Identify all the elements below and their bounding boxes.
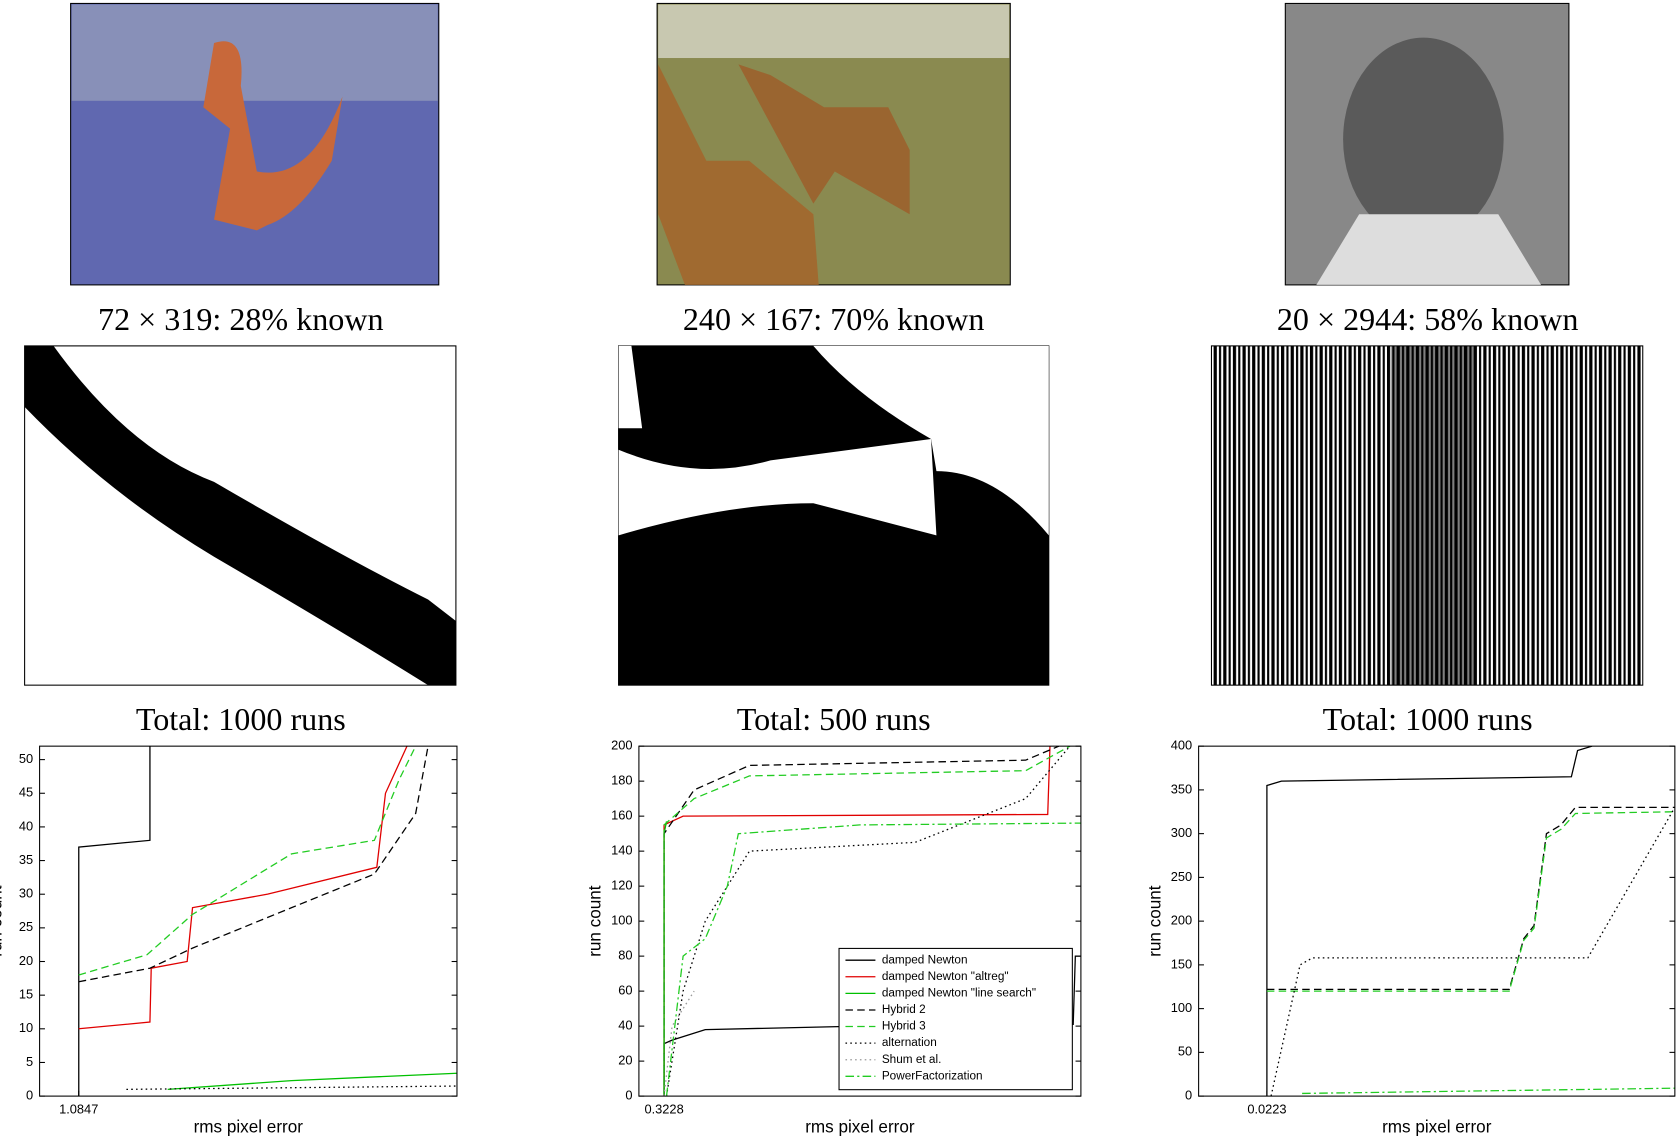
y-tick-label: 20: [618, 1053, 632, 1068]
y-tick-label: 150: [1171, 956, 1192, 971]
caption: 240 × 167: 70% known: [683, 301, 985, 337]
mask-3: [1210, 345, 1644, 686]
y-tick-label: 40: [19, 818, 33, 833]
caption: 72 × 319: 28% known: [98, 301, 384, 337]
y-tick-label: 40: [618, 1018, 632, 1033]
y-tick-label: 200: [611, 738, 632, 753]
y-tick-label: 100: [611, 913, 632, 928]
series-line: [663, 955, 1081, 1097]
legend-label: damped Newton "line search": [882, 986, 1036, 999]
y-tick-label: 0: [26, 1087, 33, 1102]
series-line: [1270, 807, 1675, 1097]
y-tick-label: 250: [1171, 869, 1192, 884]
legend-label: damped Newton: [882, 953, 968, 966]
series-line: [167, 1072, 457, 1091]
series-line: [663, 746, 1071, 1097]
plot-lines: [78, 746, 457, 1097]
legend-label: Hybrid 2: [882, 1003, 926, 1016]
caption: 20 × 2944: 58% known: [1277, 301, 1579, 337]
plot-frame: [1198, 745, 1676, 1097]
mask-2: [618, 345, 1050, 686]
y-tick-label: 0: [625, 1087, 632, 1102]
legend-label: Hybrid 3: [882, 1020, 926, 1033]
series-line: [665, 822, 1081, 1097]
runs-caption: Total: 500 runs: [737, 701, 931, 737]
y-tick-label: 30: [19, 886, 33, 901]
y-tick-label: 300: [1171, 825, 1192, 840]
y-tick-label: 120: [611, 878, 632, 893]
y-tick-label: 350: [1171, 781, 1192, 796]
y-tick-label: 50: [19, 751, 33, 766]
y-tick-label: 5: [26, 1054, 33, 1069]
plot-frame: [39, 745, 458, 1097]
series-line: [78, 746, 408, 1030]
series-line: [126, 1085, 457, 1091]
mask-1: [24, 345, 457, 686]
series-line: [1266, 746, 1593, 1097]
legend-label: Shum et al.: [882, 1053, 942, 1066]
y-tick-label: 35: [19, 852, 33, 867]
legend-box: [838, 947, 1073, 1091]
photo-toy: [70, 2, 440, 286]
series-line: [78, 746, 429, 983]
runs-caption: Total: 1000 runs: [136, 701, 346, 737]
x-axis-label: rms pixel error: [194, 1117, 304, 1136]
runs-caption: Total: 1000 runs: [1323, 701, 1533, 737]
legend-label: alternation: [882, 1036, 937, 1049]
y-axis-label: run count: [586, 885, 605, 957]
series-line: [1266, 811, 1675, 992]
series-line: [1302, 1087, 1675, 1095]
photo-giraffes: [656, 2, 1011, 286]
series-line: [1266, 806, 1675, 991]
legend-label: damped Newton "altreg": [882, 970, 1009, 983]
x-tick-label: 1.0847: [59, 1101, 98, 1116]
series-line: [78, 746, 417, 976]
y-tick-label: 25: [19, 919, 33, 934]
y-tick-label: 160: [611, 808, 632, 823]
series-line: [665, 746, 1071, 1097]
legend-label: PowerFactorization: [882, 1069, 983, 1082]
x-axis-label: rms pixel error: [805, 1117, 915, 1136]
plot-lines: [1266, 746, 1675, 1097]
plot-lines: [663, 746, 1081, 1097]
x-tick-label: 0.3228: [644, 1101, 683, 1116]
y-tick-label: 0: [1185, 1087, 1192, 1102]
photo-face: [1284, 2, 1570, 286]
y-tick-label: 200: [1171, 913, 1192, 928]
y-tick-label: 15: [19, 987, 33, 1002]
y-tick-label: 400: [1171, 738, 1192, 753]
series-line: [78, 746, 151, 1097]
x-tick-label: 0.0223: [1247, 1101, 1286, 1116]
x-axis-label: rms pixel error: [1382, 1117, 1492, 1136]
y-tick-label: 180: [611, 773, 632, 788]
y-tick-label: 100: [1171, 1000, 1192, 1015]
y-tick-label: 50: [1178, 1044, 1192, 1059]
y-tick-label: 10: [19, 1020, 33, 1035]
y-tick-label: 140: [611, 843, 632, 858]
y-axis-label: run count: [0, 885, 5, 957]
y-tick-label: 80: [618, 948, 632, 963]
y-axis-label: run count: [1145, 885, 1164, 957]
plot-frame: [638, 745, 1082, 1097]
y-tick-label: 45: [19, 785, 33, 800]
y-tick-label: 60: [618, 983, 632, 998]
y-tick-label: 20: [19, 953, 33, 968]
